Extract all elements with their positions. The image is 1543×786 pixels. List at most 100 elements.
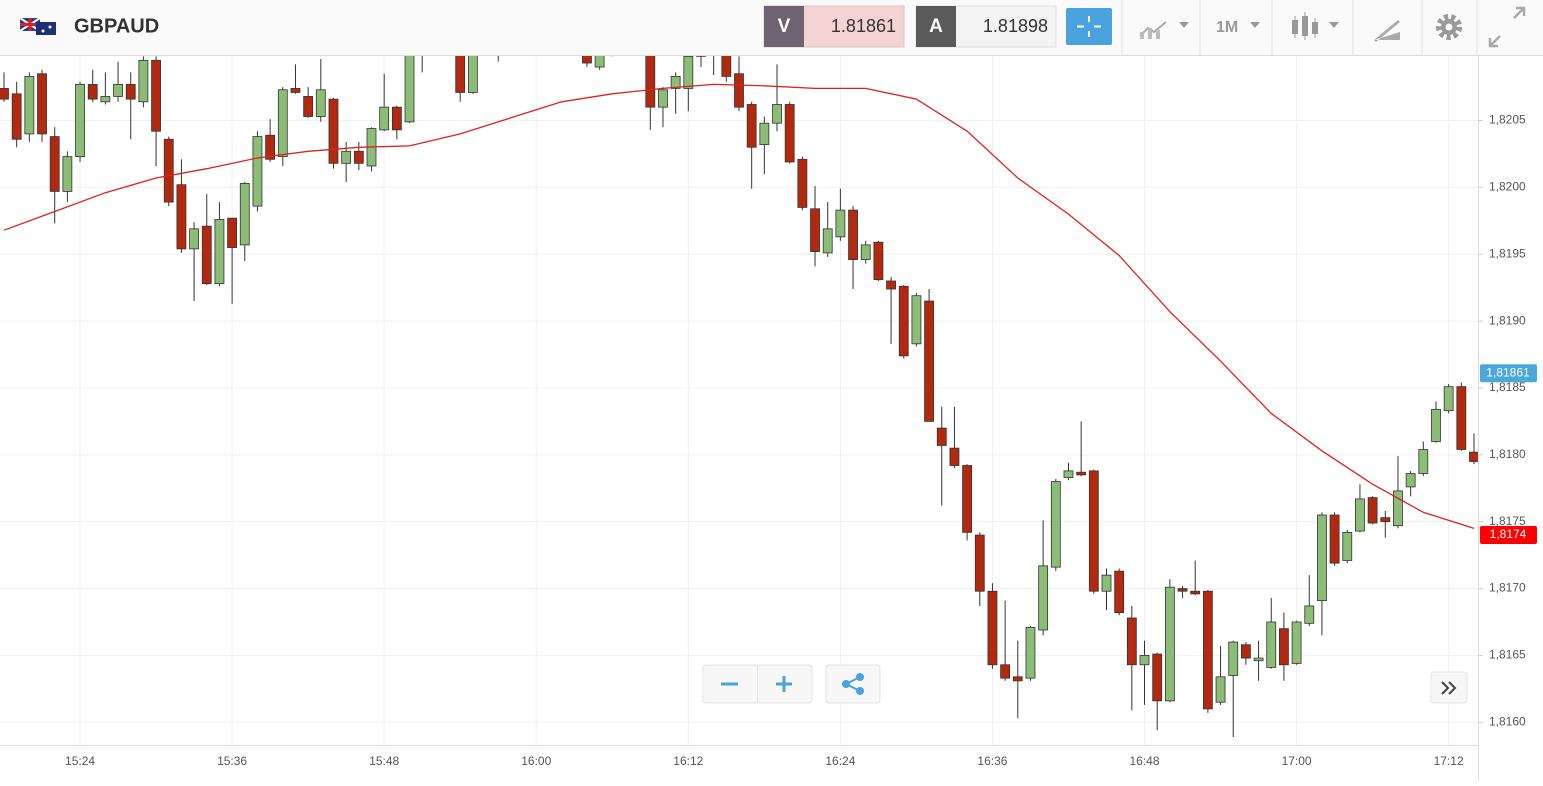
candle-body: [1253, 657, 1264, 662]
timeframe-button[interactable]: 1M: [1216, 19, 1260, 36]
share-button[interactable]: [825, 664, 881, 704]
x-tick-label: 15:48: [369, 754, 399, 768]
x-tick-label: 16:24: [825, 754, 855, 768]
ask-price: 1.81898: [983, 16, 1048, 36]
candle-body: [873, 241, 884, 281]
candle-body: [1076, 471, 1087, 476]
candle-body: [1431, 408, 1441, 442]
candle-body: [822, 228, 833, 254]
x-tick-label: 17:12: [1434, 754, 1464, 768]
candle-body: [75, 84, 85, 158]
candle-body: [1279, 628, 1289, 666]
candle-body: [721, 56, 732, 77]
y-tick-label: 1,8160: [1489, 714, 1526, 728]
candle-body: [1456, 386, 1467, 450]
zoom-in-button[interactable]: [776, 676, 792, 692]
candle-body: [1152, 653, 1163, 702]
candle-body: [1329, 514, 1340, 564]
candle-body: [936, 427, 947, 446]
x-tick-label: 17:00: [1282, 754, 1312, 768]
toolbar-separators: [1121, 0, 1478, 55]
zoom-controls: [702, 664, 1468, 704]
candle-body: [683, 56, 694, 89]
candle-body: [113, 84, 123, 97]
y-tick-label: 1,8200: [1489, 180, 1526, 194]
price-label: 1,8174: [1490, 527, 1527, 541]
candle-body: [848, 209, 858, 260]
candle-body: [924, 300, 934, 422]
candle-body: [974, 534, 985, 592]
candle-body: [303, 96, 314, 117]
scroll-end-button[interactable]: [1430, 671, 1468, 704]
y-tick-label: 1,8170: [1489, 581, 1526, 595]
drawing-button[interactable]: [1374, 20, 1400, 42]
candle-body: [328, 98, 339, 164]
y-tick-label: 1,8180: [1489, 447, 1526, 461]
candle-body: [949, 447, 960, 466]
candle-body: [1101, 574, 1112, 592]
candle-body: [1202, 590, 1213, 710]
y-tick-label: 1,8185: [1489, 380, 1526, 394]
candle-body: [1025, 626, 1036, 679]
candle-body: [1215, 676, 1226, 703]
y-tick-label: 1,8165: [1489, 648, 1526, 662]
candle-body: [391, 106, 402, 131]
candle-body: [379, 106, 390, 131]
candle-body: [860, 244, 871, 260]
settings-button[interactable]: [1436, 14, 1462, 40]
symbol: GBPAUD: [74, 15, 159, 37]
candle-body: [467, 56, 478, 93]
candle-body: [658, 89, 668, 108]
candle-body: [290, 88, 301, 93]
axes: 1,81601,81651,81701,81751,81801,81851,81…: [65, 113, 1537, 768]
candle-body: [772, 104, 782, 124]
candle-body: [1304, 605, 1315, 624]
indicator-button[interactable]: [1139, 21, 1189, 39]
candle-body: [1291, 621, 1302, 664]
candle-body: [1063, 470, 1074, 478]
candle-body: [1393, 490, 1403, 527]
candle-body: [62, 156, 73, 192]
x-tick-label: 16:00: [521, 754, 551, 768]
candle-body: [594, 56, 605, 68]
crosshair-button[interactable]: [1066, 8, 1112, 45]
candle-body: [734, 73, 744, 108]
candle-body: [353, 150, 364, 164]
candle-body: [784, 104, 795, 163]
ask-tag: [916, 6, 956, 47]
candle-body: [898, 285, 909, 357]
bid-tag: [764, 6, 804, 47]
candle-body: [1164, 586, 1175, 702]
candle-body: [1177, 588, 1188, 592]
candle-body: [1088, 470, 1099, 592]
candle-body: [37, 73, 47, 135]
candle-body: [1050, 481, 1061, 568]
candle-body: [315, 89, 326, 117]
x-tick-label: 16:36: [977, 754, 1007, 768]
ask-label: A: [929, 16, 943, 37]
price-label-box: [1480, 526, 1537, 545]
candle-body: [962, 465, 973, 533]
candle-body: [1126, 617, 1137, 666]
candle-body: [1380, 517, 1391, 523]
candle-body: [265, 134, 276, 160]
candle-body: [151, 59, 161, 132]
x-tick-label: 15:24: [65, 754, 95, 768]
fullscreen-button[interactable]: [1488, 6, 1526, 48]
candle-body: [239, 182, 250, 246]
candle-body: [404, 56, 415, 123]
candle-body: [341, 150, 352, 164]
candle-body: [1038, 565, 1049, 631]
candle-body: [0, 88, 9, 100]
x-tick-label: 16:48: [1130, 754, 1160, 768]
candle-body: [252, 136, 263, 207]
candle-body: [1012, 676, 1023, 682]
candle-body: [911, 295, 922, 345]
candle-body: [1228, 641, 1239, 676]
plot-area: [0, 56, 1478, 737]
candle-body: [49, 136, 60, 192]
candle-body: [1000, 664, 1011, 679]
chart-type-button[interactable]: [1292, 12, 1339, 40]
candle-body: [100, 96, 111, 103]
